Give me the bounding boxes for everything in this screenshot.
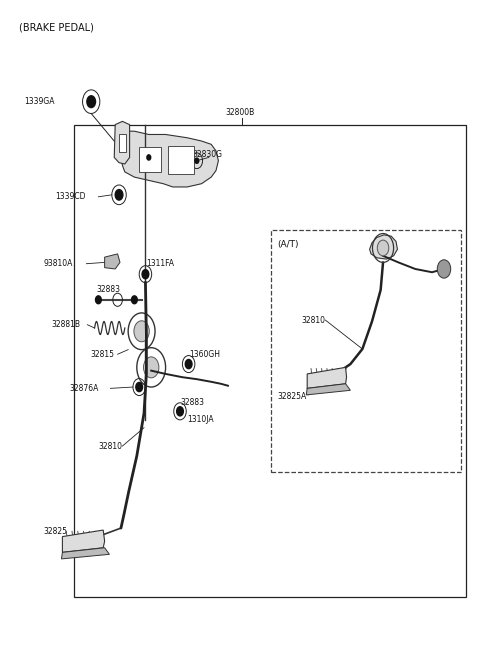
Circle shape <box>377 240 389 256</box>
Circle shape <box>136 382 143 392</box>
Circle shape <box>177 407 183 416</box>
Circle shape <box>132 296 137 304</box>
Polygon shape <box>370 235 397 259</box>
Polygon shape <box>62 530 105 552</box>
Polygon shape <box>121 131 218 187</box>
Circle shape <box>142 270 149 279</box>
Text: 32810: 32810 <box>98 441 122 451</box>
Bar <box>74 125 466 597</box>
Text: (A/T): (A/T) <box>277 239 299 249</box>
Text: 32876A: 32876A <box>70 384 99 393</box>
Text: 1310JA: 1310JA <box>187 415 214 424</box>
Polygon shape <box>105 254 120 269</box>
Text: 93810A: 93810A <box>43 259 72 268</box>
Bar <box>271 230 461 472</box>
Circle shape <box>185 359 192 369</box>
Bar <box>139 147 161 172</box>
Circle shape <box>144 357 159 378</box>
Text: 32800B: 32800B <box>226 108 255 117</box>
Text: 1339GA: 1339GA <box>24 97 55 106</box>
Polygon shape <box>306 384 350 395</box>
Text: 32883: 32883 <box>96 285 120 295</box>
Bar <box>168 146 194 174</box>
Text: 32825: 32825 <box>43 527 67 536</box>
Bar <box>119 134 126 152</box>
Circle shape <box>134 321 149 342</box>
Text: 32881B: 32881B <box>52 320 81 329</box>
Circle shape <box>437 260 451 278</box>
Text: 1339CD: 1339CD <box>55 192 86 201</box>
Text: 32883: 32883 <box>180 398 204 407</box>
Text: 32810: 32810 <box>301 316 325 325</box>
Text: 1311FA: 1311FA <box>146 259 174 268</box>
Circle shape <box>115 190 123 200</box>
Text: 1360GH: 1360GH <box>190 350 221 359</box>
Circle shape <box>96 296 101 304</box>
Circle shape <box>147 155 151 160</box>
Polygon shape <box>114 121 130 164</box>
Polygon shape <box>61 548 109 559</box>
Text: 32825A: 32825A <box>277 392 307 401</box>
Text: 32815: 32815 <box>90 350 114 359</box>
Polygon shape <box>307 367 347 388</box>
Text: (BRAKE PEDAL): (BRAKE PEDAL) <box>19 23 94 33</box>
Circle shape <box>195 158 199 163</box>
Circle shape <box>87 96 96 108</box>
Text: 32830G: 32830G <box>192 150 222 159</box>
